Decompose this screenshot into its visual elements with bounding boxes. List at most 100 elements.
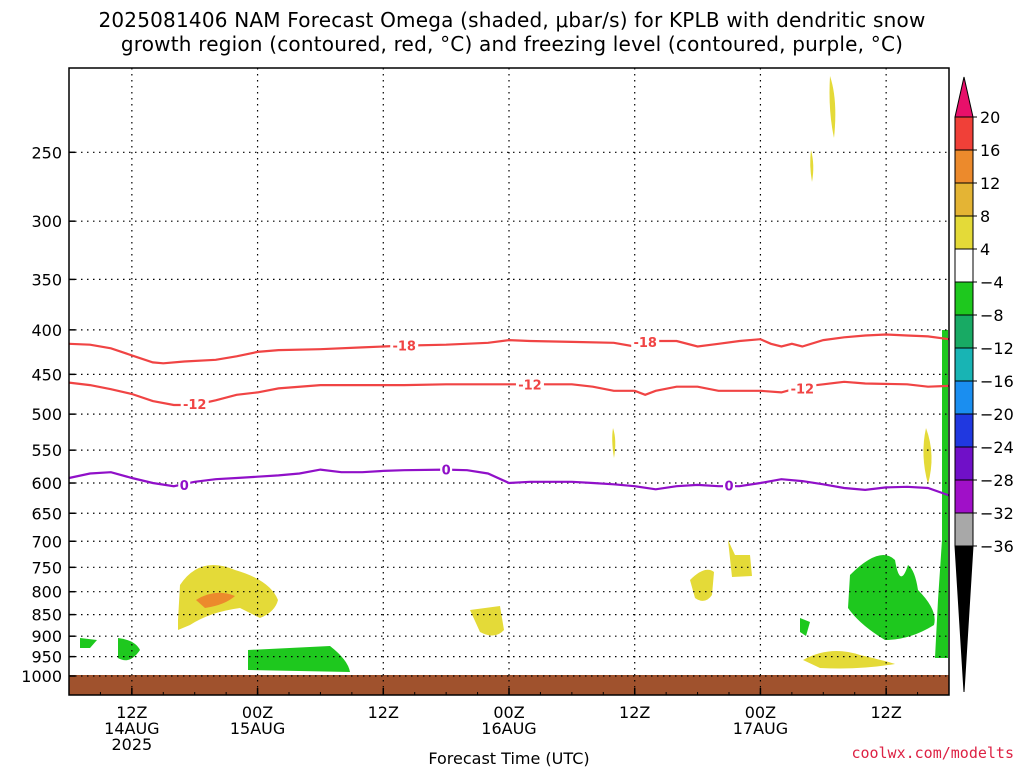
colorbar-swatch bbox=[954, 479, 974, 514]
colorbar-label: −36 bbox=[980, 537, 1014, 556]
y-tick-label: 750 bbox=[31, 558, 62, 577]
contour-label: -12 bbox=[183, 398, 207, 413]
contour-label-bg bbox=[515, 376, 544, 392]
watermark: coolwx.com/modelts bbox=[851, 744, 1014, 762]
y-tick-label: 300 bbox=[31, 212, 62, 231]
y-tick-label: 800 bbox=[31, 583, 62, 602]
colorbar-swatch bbox=[954, 347, 974, 382]
y-tick-label: 700 bbox=[31, 532, 62, 551]
colorbar-top-arrow bbox=[954, 76, 974, 118]
contour-label-bg bbox=[631, 333, 660, 349]
y-tick-label: 600 bbox=[31, 474, 62, 493]
contour-label: 0 bbox=[724, 480, 733, 495]
colorbar-label: 20 bbox=[980, 108, 1000, 127]
omega-green-cell bbox=[800, 618, 810, 636]
omega-shading bbox=[80, 76, 948, 672]
contour-label-bg bbox=[440, 461, 453, 477]
omega-green-cell bbox=[80, 638, 97, 648]
x-tick-label: 15AUG bbox=[230, 719, 285, 738]
colorbar-swatch bbox=[954, 182, 974, 217]
plot-area: -18 -18 -12 -12 -12 0 0 0 bbox=[68, 67, 950, 696]
title-line-2: growth region (contoured, red, °C) and f… bbox=[120, 32, 904, 56]
x-tick-label: 17AUG bbox=[733, 719, 788, 738]
colorbar-label: −28 bbox=[980, 471, 1014, 490]
contour-label-bg bbox=[180, 396, 209, 412]
grid-lines bbox=[69, 68, 949, 695]
omega-green-cell bbox=[248, 646, 350, 672]
omega-yellow-cell bbox=[829, 76, 836, 138]
contour-label: -12 bbox=[518, 378, 542, 393]
omega-yellow-cell bbox=[803, 651, 895, 669]
chart-title: 2025081406 NAM Forecast Omega (shaded, μ… bbox=[0, 8, 1024, 56]
omega-yellow-cell bbox=[728, 540, 752, 577]
colorbar-label: −20 bbox=[980, 405, 1014, 424]
omega-yellow-cell bbox=[690, 569, 714, 601]
y-tick-label: 450 bbox=[31, 365, 62, 384]
y-tick-label: 500 bbox=[31, 405, 62, 424]
x-axis-title: Forecast Time (UTC) bbox=[428, 749, 589, 768]
ground-surface bbox=[69, 675, 949, 695]
x-tick-label: 12Z bbox=[368, 703, 399, 722]
contour-label-bg bbox=[390, 337, 419, 353]
colorbar-label: 12 bbox=[980, 174, 1000, 193]
colorbar-label: 4 bbox=[980, 240, 990, 259]
colorbar-bottom-arrow bbox=[954, 545, 974, 693]
colorbar-label: 8 bbox=[980, 207, 990, 226]
y-tick-label: 850 bbox=[31, 606, 62, 625]
y-tick-label: 550 bbox=[31, 441, 62, 460]
contour-label-bg bbox=[788, 380, 817, 396]
colorbar-label: 16 bbox=[980, 141, 1000, 160]
contour-lines: -18 -18 -12 -12 -12 0 0 0 bbox=[68, 333, 950, 497]
contour-label: 0 bbox=[180, 479, 189, 494]
x-tick-label: 12Z bbox=[870, 703, 901, 722]
colorbar-label: −4 bbox=[980, 273, 1004, 292]
colorbar-swatch bbox=[954, 281, 974, 316]
colorbar-label: −8 bbox=[980, 306, 1004, 325]
x-tick-label: 12Z bbox=[619, 703, 650, 722]
colorbar-swatch bbox=[954, 380, 974, 415]
y-tick-label: 400 bbox=[31, 321, 62, 340]
colorbar-swatch bbox=[954, 446, 974, 481]
title-line-1: 2025081406 NAM Forecast Omega (shaded, μ… bbox=[98, 8, 926, 32]
y-tick-label: 900 bbox=[31, 627, 62, 646]
colorbar-label: −12 bbox=[980, 339, 1014, 358]
colorbar-swatch bbox=[954, 149, 974, 184]
y-tick-label: 350 bbox=[31, 270, 62, 289]
colorbar-swatch bbox=[954, 116, 974, 151]
omega-green-cell bbox=[848, 555, 935, 640]
colorbar: 20 16 12 8 4 −4 −8 −12 −16 −20 −24 −28 −32 −36 bbox=[954, 76, 1014, 693]
x-tick-label: 2025 bbox=[111, 735, 152, 754]
contour-line bbox=[68, 333, 950, 365]
x-tick-label: 16AUG bbox=[481, 719, 536, 738]
contour-label: -12 bbox=[791, 382, 815, 397]
contour-label: -18 bbox=[392, 340, 416, 355]
contour-label: 0 bbox=[442, 464, 451, 479]
colorbar-swatch bbox=[954, 248, 974, 283]
x-tick-label: 00Z bbox=[493, 703, 524, 722]
omega-yellow-cell bbox=[810, 150, 814, 182]
colorbar-label: −24 bbox=[980, 438, 1014, 457]
x-tick-label: 14AUG bbox=[104, 719, 159, 738]
omega-green-cell bbox=[935, 330, 948, 658]
contour-label-bg bbox=[178, 476, 191, 492]
colorbar-swatch bbox=[954, 512, 974, 547]
contour-label: -18 bbox=[633, 336, 657, 351]
omega-yellow-cell bbox=[470, 606, 504, 636]
y-tick-label: 650 bbox=[31, 504, 62, 523]
colorbar-label: −32 bbox=[980, 504, 1014, 523]
colorbar-swatch bbox=[954, 215, 974, 250]
x-tick-label: 12Z bbox=[116, 703, 147, 722]
omega-orange-cell bbox=[196, 592, 235, 608]
y-tick-label: 950 bbox=[31, 648, 62, 667]
omega-green-cell bbox=[118, 638, 140, 661]
y-axis-pressure: 250 300 350 400 450 500 550 600 650 700 750 800 850 9… bbox=[21, 143, 75, 686]
x-tick-label: 00Z bbox=[745, 703, 776, 722]
contour-line bbox=[68, 468, 950, 497]
y-tick-label: 1000 bbox=[21, 667, 62, 686]
colorbar-swatch bbox=[954, 314, 974, 349]
x-tick-label: 00Z bbox=[242, 703, 273, 722]
y-tick-label: 250 bbox=[31, 143, 62, 162]
colorbar-swatch bbox=[954, 413, 974, 448]
